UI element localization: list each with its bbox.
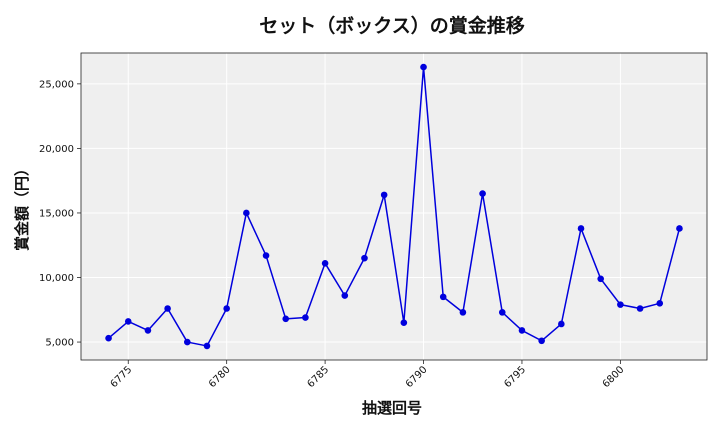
data-point [203,342,211,350]
x-axis: 6775 6780 6785 6790 6795 6800 [109,360,627,390]
data-point [164,305,171,312]
data-point [321,260,329,267]
x-tick-label: 6780 [207,364,233,390]
series-layer [105,63,683,350]
plot-frame [80,52,708,361]
grid [81,53,707,360]
data-point [341,292,349,299]
y-axis-label: 賞金額（円） [13,161,31,251]
data-point [282,315,290,323]
data-point [439,293,447,301]
data-point [538,337,545,345]
data-point [498,309,506,316]
y-tick-label: 15,000 [39,208,74,219]
y-axis: 5,000 10,000 15,000 20,000 25,000 [39,79,81,349]
x-tick-label: 6795 [502,364,528,390]
data-point [656,300,664,307]
x-tick-label: 6800 [601,364,627,390]
data-point [361,254,368,262]
data-point [400,319,408,326]
x-tick-label: 6785 [305,364,331,390]
series-line [108,66,681,347]
data-point [302,314,309,321]
data-point [518,327,526,334]
data-point [479,190,486,197]
data-point [636,305,644,312]
chart-title: セット（ボックス）の賞金推移 [259,14,524,37]
data-point [617,301,624,308]
data-point [676,225,683,232]
data-point [223,305,230,312]
data-point [144,327,152,334]
y-tick-label: 25,000 [39,79,74,90]
data-point [420,63,427,71]
plot-area [81,53,707,360]
data-point [105,334,112,342]
data-point [558,320,565,328]
x-tick-label: 6790 [404,364,430,390]
data-point [597,275,604,283]
data-point [577,225,585,232]
x-axis-label: 抽選回号 [362,399,422,417]
data-point [184,338,191,346]
data-point [262,252,270,259]
y-tick-label: 5,000 [45,338,74,349]
data-point [459,309,467,316]
data-point [380,191,388,199]
data-point [124,318,132,325]
x-tick-label: 6775 [109,364,135,390]
data-point [243,209,250,217]
y-tick-label: 20,000 [39,144,74,155]
y-tick-label: 10,000 [39,273,74,284]
